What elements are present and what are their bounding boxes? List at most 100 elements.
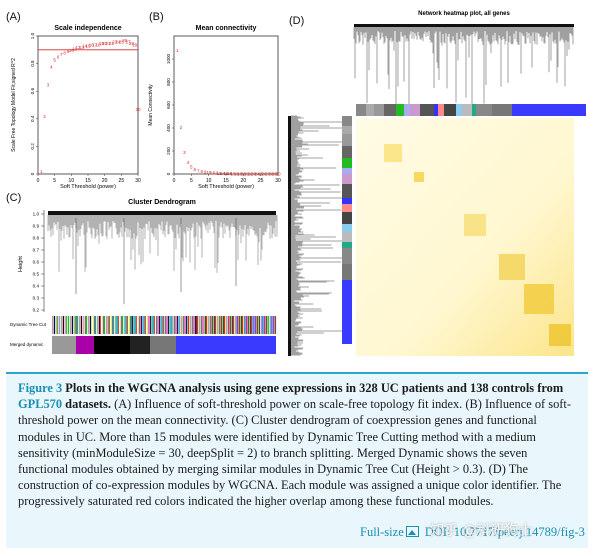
dynamic-cut-cell [174, 316, 176, 334]
dynamic-cut-cell [168, 316, 170, 334]
dynamic-cut-cell [233, 316, 235, 334]
x-tick-label: 10 [206, 178, 212, 184]
data-point-label: 28 [269, 172, 275, 177]
dynamic-cut-cell [64, 316, 66, 334]
dynamic-cut-cell [72, 316, 74, 334]
dynamic-cut-cell [52, 316, 54, 334]
panel-c-cluster-dendrogram: Cluster Dendrogram Height 1.0 0.9 0.8 0.7 0.… [10, 199, 278, 354]
chart-d-title: Network heatmap plot, all genes [418, 11, 510, 17]
dynamic-cut-cell [259, 316, 261, 334]
data-point-label: 13 [217, 171, 223, 176]
dynamic-cut-cell [217, 316, 219, 334]
module-block [499, 254, 525, 280]
dynamic-cut-cell [127, 316, 129, 334]
dynamic-cut-cell [216, 316, 218, 334]
dynamic-cut-cell [117, 316, 119, 334]
dynamic-cut-cell [176, 316, 178, 334]
dynamic-cut-cell [158, 316, 160, 334]
data-point-label: 30 [135, 107, 141, 112]
dynamic-cut-cell [256, 316, 258, 334]
dendrogram-top [48, 211, 276, 215]
dynamic-cut-cell [186, 316, 188, 334]
x-tick-label: 30 [135, 178, 141, 184]
y-tick-label: 0.6 [30, 88, 35, 95]
dynamic-cut-cell [245, 316, 247, 334]
dynamic-cut-cell [53, 316, 55, 334]
dynamic-cut-cell [171, 316, 173, 334]
dynamic-cut-cell [268, 316, 270, 334]
dynamic-cut-cell [79, 316, 81, 334]
dynamic-cut-cell [153, 316, 155, 334]
data-point-label: 6 [194, 167, 197, 172]
left-module-cell [342, 168, 352, 174]
y-tick-label: 0.2 [33, 308, 40, 313]
dynamic-cut-cell [199, 316, 201, 334]
left-module-cell [342, 232, 352, 242]
dynamic-cut-cell [272, 316, 274, 334]
dynamic-cut-cell [118, 316, 120, 334]
chart-c-title: Cluster Dendrogram [128, 199, 196, 206]
dynamic-cut-cell [192, 316, 194, 334]
dynamic-cut-cell [182, 316, 184, 334]
y-tick-label: 0.8 [33, 236, 40, 241]
gpl570-link[interactable]: GPL570 [18, 397, 63, 412]
dynamic-cut-cell [96, 316, 98, 334]
doi-link[interactable]: DOI: 10.7717/peerj.14789/fig-3 [424, 525, 585, 539]
dynamic-cut-cell [263, 316, 265, 334]
dynamic-cut-cell [107, 316, 109, 334]
x-tick-label: 15 [85, 178, 91, 184]
y-tick-label: 0.4 [33, 284, 40, 289]
dynamic-cut-cell [247, 316, 249, 334]
dynamic-cut-cell [219, 316, 221, 334]
dynamic-cut-cell [151, 316, 153, 334]
dynamic-cut-cell [248, 316, 250, 334]
full-size-link[interactable]: Full-size [360, 525, 422, 539]
data-point-label: 9 [204, 170, 207, 175]
top-module-cell [374, 104, 384, 116]
data-point-label: 3 [47, 82, 50, 87]
dynamic-cut-cell [122, 316, 124, 334]
y-tick-label: 800 [166, 78, 171, 86]
dynamic-cut-cell [170, 316, 172, 334]
module-block [414, 172, 424, 182]
module-block [524, 284, 554, 314]
dynamic-cut-cell [116, 316, 118, 334]
data-point-label: 27 [265, 172, 271, 177]
dynamic-cut-cell [65, 316, 67, 334]
dynamic-cut-cell [71, 316, 73, 334]
dynamic-cut-cell [270, 316, 272, 334]
dynamic-cut-cell [164, 316, 166, 334]
dynamic-cut-cell [271, 316, 273, 334]
dynamic-cut-cell [229, 316, 231, 334]
top-module-cell [438, 104, 444, 116]
dynamic-cut-cell [132, 316, 134, 334]
dynamic-cut-cell [208, 316, 210, 334]
dynamic-cut-cell [152, 316, 154, 334]
dynamic-cut-cell [253, 316, 255, 334]
dynamic-cut-cell [212, 316, 214, 334]
dynamic-cut-cell [85, 316, 87, 334]
dynamic-cut-cell [249, 316, 251, 334]
dynamic-cut-cell [225, 316, 227, 334]
dynamic-cut-cell [125, 316, 127, 334]
x-tick-label: 15 [223, 178, 229, 184]
data-point-label: 2 [43, 114, 46, 119]
dynamic-cut-cell [265, 316, 267, 334]
x-tick-label: 30 [275, 178, 281, 184]
dynamic-cut-cell [106, 316, 108, 334]
panel-b-letter: (B) [149, 11, 164, 23]
y-tick-label: 0.9 [33, 224, 40, 229]
dynamic-cut-cell [102, 316, 104, 334]
data-point-label: 12 [75, 45, 81, 50]
dynamic-cut-cell [188, 316, 190, 334]
top-module-cell [462, 104, 472, 116]
dynamic-cut-cell [242, 316, 244, 334]
dynamic-cut-cell [55, 316, 57, 334]
dynamic-cut-cell [137, 316, 139, 334]
dynamic-cut-cell [66, 316, 68, 334]
dynamic-cut-cell [240, 316, 242, 334]
top-module-cell [404, 104, 410, 116]
dynamic-cut-cell [234, 316, 236, 334]
chart-c-ylabel: Height [18, 256, 24, 272]
panel-a-letter: (A) [6, 11, 21, 23]
